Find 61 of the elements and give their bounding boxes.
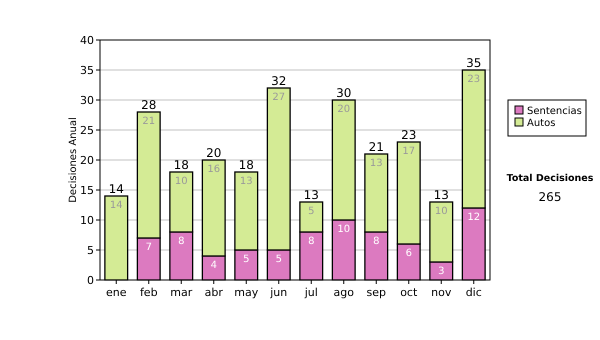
data-label: 10 [337,224,350,235]
x-tick-label: ago [334,286,354,299]
data-label: 3 [438,266,444,277]
x-tick-label: jun [269,286,288,299]
x-tick-label: ene [106,286,127,299]
data-label: 8 [308,236,314,247]
total-label: 28 [141,98,156,112]
data-label: 13 [370,158,383,169]
total-label: 23 [401,128,416,142]
data-label: 20 [337,104,350,115]
total-label: 30 [336,86,352,100]
data-label: 7 [146,242,152,253]
data-label: 5 [243,254,250,265]
data-label: 6 [406,248,412,259]
y-axis-title: Decisiones Anual [68,117,79,203]
total-label: 13 [304,188,319,202]
x-tick-label: mar [170,286,193,299]
total-label: 35 [466,56,482,70]
data-label: 21 [142,116,156,127]
data-label: 5 [308,206,314,217]
data-label: 8 [178,236,184,247]
y-tick-label: 25 [80,124,94,137]
text: 265 [538,190,562,204]
x-tick-label: may [234,286,259,299]
data-label: 5 [276,254,282,265]
y-tick-label: 10 [80,214,94,227]
data-label: 23 [467,74,480,85]
data-label: 10 [434,206,448,217]
data-label: 12 [467,212,480,223]
y-tick-label: 35 [80,64,94,77]
x-tick-label: sep [366,286,386,299]
data-label: 10 [174,176,188,187]
x-tick-label: nov [431,286,452,299]
y-tick-label: 0 [87,274,94,287]
data-label: 4 [210,260,217,271]
legend-label: Autos [527,118,556,129]
y-tick-label: 15 [80,184,94,197]
total-label: 18 [174,158,189,172]
data-label: 14 [110,200,123,211]
y-tick-label: 30 [80,94,94,107]
total-label: 14 [108,182,124,196]
data-label: 8 [373,236,380,247]
data-label: 13 [240,176,253,187]
text: Total Decisiones [506,173,594,184]
x-tick-label: jul [304,286,318,299]
y-tick-label: 5 [87,244,94,257]
total-label: 21 [368,140,384,154]
x-tick-label: feb [140,286,158,299]
y-tick-label: 20 [80,154,94,167]
x-tick-label: abr [204,286,224,299]
total-label: 32 [271,74,286,88]
y-tick-label: 40 [80,34,94,47]
x-tick-label: dic [466,286,482,299]
total-label: 18 [238,158,254,172]
total-label: 13 [434,188,449,202]
data-label: 16 [207,164,220,175]
legend-label: Sentencias [527,106,582,117]
total-label: 20 [206,146,222,160]
data-label: 17 [402,146,416,157]
x-tick-label: oct [400,286,418,299]
data-label: 27 [272,92,286,103]
